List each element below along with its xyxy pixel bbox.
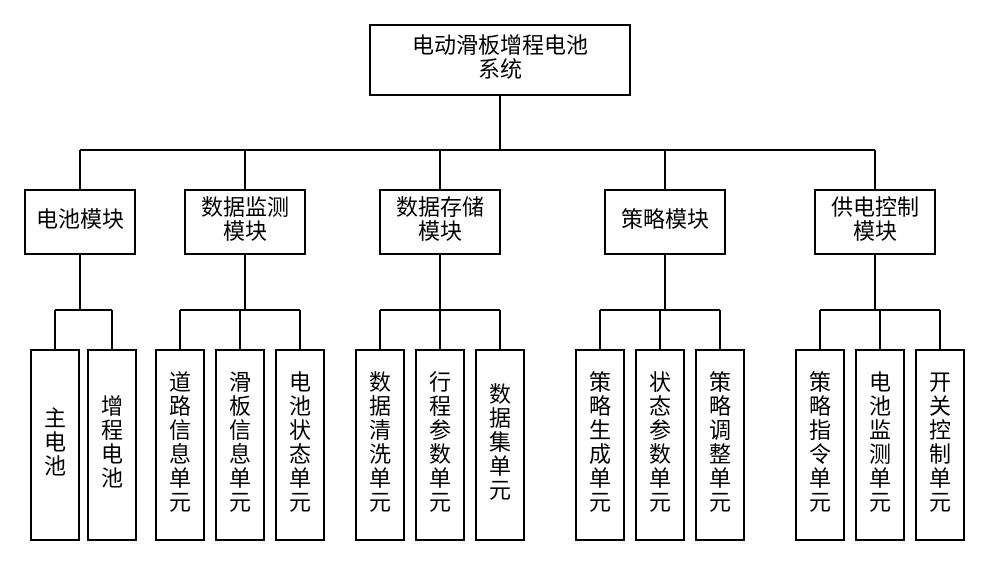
- l20-label-char-0: 数: [369, 370, 391, 395]
- l12-label-char-2: 状: [289, 418, 311, 443]
- l40-label-char-4: 单: [809, 466, 831, 491]
- l22-label-char-4: 元: [489, 478, 511, 503]
- l11-label-char-5: 元: [229, 490, 251, 515]
- l32-label-char-1: 略: [709, 394, 731, 419]
- l12-label-char-0: 电: [289, 370, 311, 395]
- l41-label-char-4: 单: [869, 466, 891, 491]
- l10-label-char-1: 路: [169, 394, 191, 419]
- l30-label-char-1: 略: [589, 394, 611, 419]
- l11-label-char-0: 滑: [229, 370, 251, 395]
- l22-label-char-2: 集: [489, 430, 511, 455]
- l32-label-char-5: 元: [709, 490, 731, 515]
- l30-label-char-0: 策: [589, 370, 611, 395]
- l00-label-char-2: 池: [44, 454, 66, 479]
- root-label-line-0: 电动滑板增程电池: [412, 33, 588, 58]
- l10-label-char-5: 元: [169, 490, 191, 515]
- m2-label-line-1: 模块: [418, 219, 462, 244]
- l21-label-char-1: 程: [429, 394, 451, 419]
- l30-label-char-5: 元: [589, 490, 611, 515]
- m4-label-line-1: 模块: [853, 219, 897, 244]
- l31-label-char-5: 元: [649, 490, 671, 515]
- l40-label-char-1: 略: [809, 394, 831, 419]
- root-label-line-1: 系统: [478, 57, 522, 82]
- l20-label-char-2: 清: [369, 418, 391, 443]
- l20-label-char-5: 元: [369, 490, 391, 515]
- l42-label-char-3: 制: [929, 442, 951, 467]
- l20-label-char-4: 单: [369, 466, 391, 491]
- l41-label-char-5: 元: [869, 490, 891, 515]
- m1-label-line-0: 数据监测: [201, 195, 289, 220]
- l40-label-char-3: 令: [809, 442, 831, 467]
- l41-label-char-3: 测: [869, 442, 891, 467]
- l41-label-char-0: 电: [869, 370, 891, 395]
- l01-label-char-2: 电: [101, 442, 123, 467]
- l12-label-char-5: 元: [289, 490, 311, 515]
- l11-label-char-1: 板: [229, 394, 251, 419]
- l22-label-char-1: 据: [489, 406, 511, 431]
- l21-label-char-0: 行: [429, 370, 451, 395]
- l30-label-char-4: 单: [589, 466, 611, 491]
- l22-label-char-3: 单: [489, 454, 511, 479]
- l40-label-char-2: 指: [809, 418, 831, 443]
- l22-label-char-0: 数: [489, 382, 511, 407]
- m1-label-line-1: 模块: [223, 219, 267, 244]
- org-tree-diagram: 电动滑板增程电池系统电池模块数据监测模块数据存储模块策略模块供电控制模块主电池增…: [0, 0, 1000, 572]
- l31-label-char-1: 态: [649, 394, 671, 419]
- m2-label-line-0: 数据存储: [396, 195, 484, 220]
- l41-label-char-2: 监: [869, 418, 891, 443]
- l21-label-char-5: 元: [429, 490, 451, 515]
- l42-label-char-4: 单: [929, 466, 951, 491]
- l10-label-char-0: 道: [169, 370, 191, 395]
- l32-label-char-4: 单: [709, 466, 731, 491]
- l40-label-char-5: 元: [809, 490, 831, 515]
- l32-label-char-2: 调: [709, 418, 731, 443]
- m4-label-line-0: 供电控制: [831, 195, 919, 220]
- l01-label-char-0: 增: [101, 394, 123, 419]
- l31-label-char-0: 状: [649, 370, 671, 395]
- l30-label-char-3: 成: [589, 442, 611, 467]
- l11-label-char-3: 息: [229, 442, 251, 467]
- l21-label-char-2: 参: [429, 418, 451, 443]
- l31-label-char-3: 数: [649, 442, 671, 467]
- l01-label-char-1: 程: [101, 418, 123, 443]
- l32-label-char-0: 策: [709, 370, 731, 395]
- l21-label-char-4: 单: [429, 466, 451, 491]
- l11-label-char-2: 信: [229, 418, 251, 443]
- l21-label-char-3: 数: [429, 442, 451, 467]
- l12-label-char-1: 池: [289, 394, 311, 419]
- l10-label-char-4: 单: [169, 466, 191, 491]
- l42-label-char-2: 控: [929, 418, 951, 443]
- l42-label-char-0: 开: [929, 370, 951, 395]
- l00-label-char-0: 主: [44, 406, 66, 431]
- m3-label-line-0: 策略模块: [621, 207, 709, 232]
- l12-label-char-4: 单: [289, 466, 311, 491]
- l30-label-char-2: 生: [589, 418, 611, 443]
- l10-label-char-2: 信: [169, 418, 191, 443]
- l42-label-char-1: 关: [929, 394, 951, 419]
- l20-label-char-1: 据: [369, 394, 391, 419]
- m0-label-line-0: 电池模块: [36, 207, 124, 232]
- l10-label-char-3: 息: [169, 442, 191, 467]
- l41-label-char-1: 池: [869, 394, 891, 419]
- l12-label-char-3: 态: [289, 442, 311, 467]
- l31-label-char-2: 参: [649, 418, 671, 443]
- l32-label-char-3: 整: [709, 442, 731, 467]
- l01-label-char-3: 池: [101, 466, 123, 491]
- l40-label-char-0: 策: [809, 370, 831, 395]
- l31-label-char-4: 单: [649, 466, 671, 491]
- l00-label-char-1: 电: [44, 430, 66, 455]
- l42-label-char-5: 元: [929, 490, 951, 515]
- l11-label-char-4: 单: [229, 466, 251, 491]
- l20-label-char-3: 洗: [369, 442, 391, 467]
